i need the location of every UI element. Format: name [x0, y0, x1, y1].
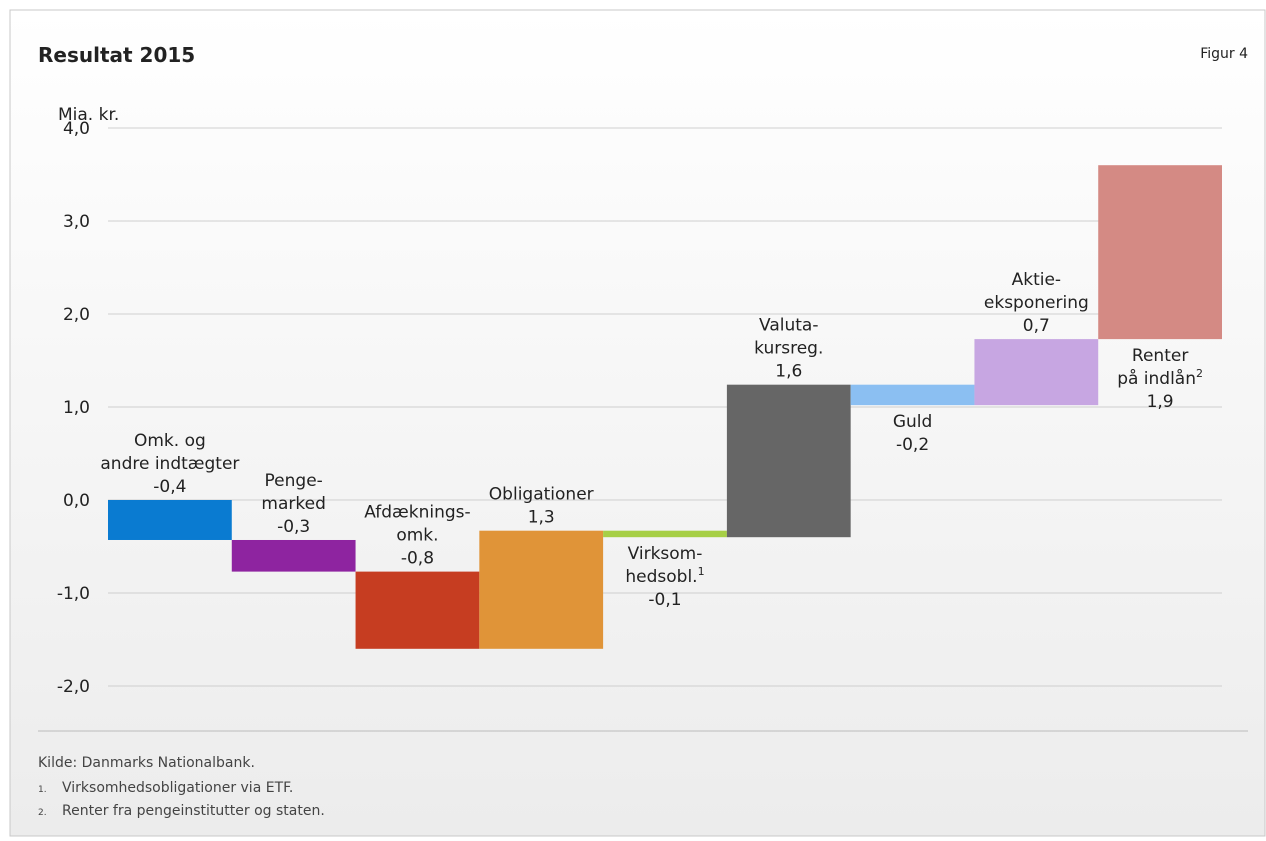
- category-label: Virksom-: [628, 544, 703, 564]
- source: Kilde: Danmarks Nationalbank.: [38, 755, 255, 771]
- y-tick-label: 0,0: [63, 491, 90, 511]
- category-label: på indlån2: [1117, 367, 1203, 389]
- value-label: -0,8: [401, 549, 434, 569]
- category-label: Penge-: [265, 471, 323, 491]
- category-label: Renter: [1132, 346, 1188, 366]
- footnote-ref: 1: [698, 565, 705, 578]
- category-label: eksponering: [984, 293, 1089, 313]
- figure-label: Figur 4: [1200, 46, 1248, 62]
- category-label: hedsobl.: [625, 567, 697, 587]
- y-tick-label: -1,0: [57, 584, 90, 604]
- y-tick-label: 4,0: [63, 119, 90, 139]
- value-label: 1,9: [1147, 392, 1174, 412]
- category-label: andre indtægter: [100, 454, 239, 474]
- category-label: Valuta-: [759, 316, 818, 336]
- category-label: Aktie-: [1012, 270, 1061, 290]
- bar: [479, 530, 604, 649]
- bar: [231, 539, 356, 572]
- y-tick-label: 1,0: [63, 398, 90, 418]
- bar: [974, 339, 1099, 406]
- category-label: Afdæknings-: [364, 503, 470, 523]
- panel: [9, 9, 1266, 837]
- bar: [355, 571, 480, 649]
- category-label: hedsobl.1: [625, 565, 704, 587]
- y-axis-label: Mia. kr.: [58, 105, 119, 125]
- bar: [850, 384, 975, 406]
- category-label: omk.: [396, 526, 438, 546]
- y-tick-label: -2,0: [57, 677, 90, 697]
- value-label: -0,1: [648, 590, 681, 610]
- value-label: -0,2: [896, 435, 929, 455]
- category-label: Obligationer: [489, 485, 594, 505]
- y-tick-label: 2,0: [63, 305, 90, 325]
- footnote: Virksomhedsobligationer via ETF.: [62, 780, 293, 796]
- bar: [603, 530, 727, 538]
- value-label: 1,6: [775, 362, 802, 382]
- bar: [726, 384, 851, 538]
- bar: [108, 500, 232, 540]
- category-label: Omk. og: [134, 431, 206, 451]
- category-label: på indlån: [1117, 368, 1196, 389]
- value-label: 0,7: [1023, 316, 1050, 336]
- category-label: Guld: [893, 412, 932, 432]
- footnote-mark: 2.: [38, 808, 47, 818]
- value-label: 1,3: [528, 508, 555, 528]
- footnote-mark: 1.: [38, 785, 47, 795]
- y-tick-label: 3,0: [63, 212, 90, 232]
- category-label: marked: [261, 494, 325, 514]
- footnote: Renter fra pengeinstitutter og staten.: [62, 803, 325, 819]
- footnote-ref: 2: [1196, 367, 1203, 380]
- value-label: -0,3: [277, 517, 310, 537]
- bar: [1098, 165, 1222, 340]
- category-label: kursreg.: [754, 339, 823, 359]
- value-label: -0,4: [153, 477, 186, 497]
- chart-title: Resultat 2015: [38, 43, 195, 67]
